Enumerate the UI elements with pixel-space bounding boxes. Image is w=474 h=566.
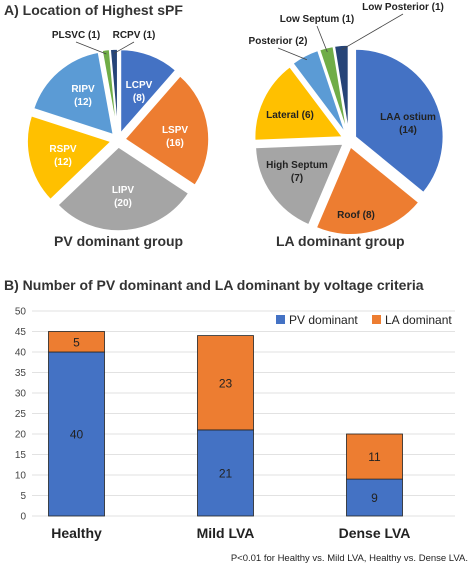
y-tick-label: 15 [15,450,27,461]
leader-line [316,25,328,53]
pie-caption-pv: PV dominant group [54,233,184,249]
legend-swatch [372,315,381,324]
y-tick-label: 25 [15,409,27,420]
y-tick-label: 10 [15,471,27,482]
bars: 40 5 21 23 9 11 [48,331,403,517]
footnote: P<0.01 for Healthy vs. Mild LVA, Healthy… [230,553,468,564]
pie-label-lcpv: LCPV (8) [126,80,153,104]
y-axis: 0 5 10 15 20 25 30 35 40 45 50 [15,307,27,523]
pie-labels: LCPV (8) LSPV (16) LIPV (20) RSPV (12) RIPV (12) P… [49,2,443,221]
pie-la-dominant [253,44,445,236]
section-b-title: B) Number of PV dominant and LA dominant… [4,277,424,293]
pie-slice-rspv [26,114,113,201]
pie-label-rspv: RSPV (12) [49,144,77,168]
bar-pv-dominant [197,429,254,517]
x-axis: Healthy Mild LVA Dense LVA [51,525,410,541]
bar-la-dominant [197,335,254,431]
pie-slice-lspv [123,74,210,187]
pie-slice-posterior [291,49,347,135]
bar-value-label: 5 [73,335,80,349]
pie-label-low-septum: Low Septum (1) [280,14,354,25]
x-category-label: Dense LVA [339,525,411,541]
pie-slice-rcpv [109,48,119,134]
pie-label-high-septum: High Septum (7) [266,160,328,184]
pie-label-lateral: Lateral (6) [266,110,314,121]
pie-label-roof: Roof (8) [337,210,375,221]
leader-line [277,47,308,61]
bar-pv-dominant [346,478,403,517]
y-tick-label: 30 [15,389,27,400]
bar-pv-dominant [48,351,105,517]
bar-value-label: 40 [70,428,84,442]
legend: PV dominant LA dominant [276,313,452,327]
pie-slice-low-posterior [333,44,350,134]
y-tick-label: 5 [20,491,26,502]
stacked-bar-chart: 0 5 10 15 20 25 30 35 40 45 50 40 5 21 23 9 11 Healthy M… [15,307,455,541]
pie-slice-lateral [253,65,345,142]
pie-slice-lipv [56,146,190,232]
section-a-title: A) Location of Highest sPF [4,2,183,18]
y-tick-label: 20 [15,430,27,441]
pie-label-ripv: RIPV (12) [71,84,95,108]
pie-label-low-posterior: Low Posterior (1) [362,2,444,13]
pie-label-laa-ostium: LAA ostium (14) [380,112,436,136]
y-tick-label: 40 [15,348,27,359]
pie-slice-high-septum [254,143,345,226]
leader-line [75,41,107,55]
y-tick-label: 50 [15,307,27,318]
bar-la-dominant [346,433,403,480]
pie-label-rcpv: RCPV (1) [113,30,156,41]
bar-value-label: 23 [219,376,233,390]
legend-label: LA dominant [385,313,452,327]
x-category-label: Mild LVA [197,525,255,541]
bar-value-label: 11 [368,450,381,464]
pie-slice-roof [315,145,420,236]
pie-caption-la: LA dominant group [276,233,405,249]
y-tick-label: 0 [20,512,26,523]
pie-slice-low-septum [318,45,349,134]
bar-value-label: 9 [371,491,378,505]
y-tick-label: 45 [15,327,27,338]
legend-label: PV dominant [289,313,358,327]
bar-la-dominant [48,331,105,353]
pie-charts: LCPV (8) LSPV (16) LIPV (20) RSPV (12) RIPV (12) P… [26,2,445,236]
pie-label-lspv: LSPV (16) [162,125,188,149]
bar-value-label: 21 [219,466,233,480]
leader-line [113,41,135,54]
pie-label-lipv: LIPV (20) [112,185,135,209]
x-category-label: Healthy [51,525,102,541]
pie-slice-laa-ostium [354,48,445,194]
pie-pv-dominant [26,48,210,232]
pie-label-plsvc: PLSVC (1) [52,30,100,41]
pie-slice-ripv [32,51,115,136]
pie-label-posterior: Posterior (2) [249,36,308,47]
leader-line [341,13,404,51]
legend-swatch [276,315,285,324]
y-tick-label: 35 [15,368,27,379]
